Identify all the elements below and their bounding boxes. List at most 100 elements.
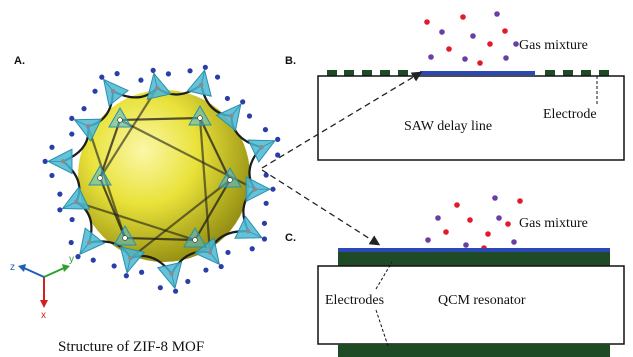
mof-atoms bbox=[42, 64, 281, 294]
mof-nitrogen-atom bbox=[275, 152, 281, 158]
mof-hydrogen-atom bbox=[97, 175, 103, 181]
saw-electrode-finger bbox=[380, 70, 390, 76]
mof-nitrogen-atom bbox=[42, 158, 48, 164]
mof-zinc-atom bbox=[169, 271, 174, 276]
qcm-bottom-electrode bbox=[338, 344, 610, 357]
gas-molecule-purple bbox=[428, 54, 434, 60]
connector-arrow-to-saw bbox=[261, 71, 423, 169]
axis-x-label: x bbox=[41, 310, 46, 321]
panel-label-c: C. bbox=[285, 232, 296, 244]
gas-molecule-purple bbox=[463, 242, 469, 248]
qcm-sensing-film bbox=[338, 248, 610, 252]
mof-tetrahedron bbox=[61, 186, 91, 210]
mof-tetra-edge bbox=[153, 73, 158, 89]
mof-bond bbox=[199, 117, 231, 181]
mof-bond bbox=[194, 179, 231, 241]
gas-molecule-purple bbox=[439, 29, 445, 35]
mof-tetrahedron bbox=[73, 118, 103, 142]
qcm-electrode-pointer-bottom bbox=[375, 309, 389, 347]
mof-hydrogen-atom bbox=[122, 235, 128, 241]
mof-nitrogen-atom bbox=[270, 186, 276, 192]
mof-nitrogen-atom bbox=[75, 254, 81, 260]
mof-bond bbox=[99, 87, 159, 179]
mof-tetra-edge bbox=[79, 242, 90, 255]
axis-y-line bbox=[43, 267, 65, 278]
panel-label-b: B. bbox=[285, 55, 296, 67]
mof-zinc-atom bbox=[199, 82, 204, 88]
saw-gas-label: Gas mixture bbox=[519, 38, 588, 53]
gas-molecule-purple bbox=[462, 56, 468, 62]
mof-hydrogen-atom bbox=[197, 115, 203, 121]
mof-zn-tetrahedra bbox=[47, 69, 276, 290]
mof-nitrogen-atom bbox=[214, 74, 221, 80]
gas-molecule-red bbox=[517, 198, 523, 204]
mof-nitrogen-atom bbox=[92, 88, 98, 94]
mof-nitrogen-atom bbox=[69, 131, 75, 137]
qcm-electrode-pointer-top bbox=[375, 261, 393, 290]
mof-nitrogen-atom bbox=[263, 172, 269, 178]
gas-molecule-purple bbox=[503, 55, 509, 61]
mof-tetrahedron bbox=[102, 78, 129, 107]
gas-molecule-purple bbox=[425, 237, 431, 243]
mof-nitrogen-atom bbox=[165, 71, 172, 77]
mof-nitrogen-atom bbox=[114, 71, 120, 77]
mof-nitrogen-atom bbox=[57, 207, 63, 213]
mof-tetrahedron bbox=[156, 261, 183, 290]
gas-molecule-red bbox=[505, 221, 511, 227]
axis-y-arrow-icon bbox=[62, 264, 70, 272]
mof-zinc-atom bbox=[154, 85, 160, 91]
gas-molecule-red bbox=[485, 231, 491, 237]
mof-hydrogen-atom bbox=[117, 117, 123, 123]
mof-nitrogen-atom bbox=[203, 267, 209, 273]
saw-electrode-finger bbox=[327, 70, 337, 76]
mof-tetra-edge bbox=[126, 258, 131, 273]
gas-molecule-red bbox=[467, 217, 473, 223]
mof-tetra-edge bbox=[74, 119, 89, 127]
mof-tetrahedron bbox=[234, 215, 263, 239]
gas-molecule-purple bbox=[511, 239, 517, 245]
saw-electrode-array bbox=[327, 70, 609, 76]
mof-zinc-atom bbox=[110, 88, 116, 94]
mof-nitrogen-atom bbox=[187, 68, 193, 74]
mof-tetrahedron bbox=[119, 246, 146, 274]
saw-gas-molecules bbox=[424, 11, 519, 66]
axis-z-label: z bbox=[10, 262, 15, 273]
saw-electrode-finger bbox=[545, 70, 555, 76]
gas-molecule-purple bbox=[496, 215, 502, 221]
mof-nitrogen-atom bbox=[69, 216, 75, 223]
mof-nitrogen-atom bbox=[49, 144, 55, 150]
mof-zinc-atom bbox=[73, 199, 79, 205]
gas-molecule-red bbox=[477, 60, 483, 66]
mof-nitrogen-atom bbox=[218, 263, 224, 270]
mof-nitrogen-atom bbox=[263, 200, 269, 206]
gas-molecule-red bbox=[454, 202, 460, 208]
gas-molecule-red bbox=[460, 14, 466, 20]
gas-molecule-purple bbox=[492, 195, 498, 201]
mof-nitrogen-atom bbox=[262, 127, 269, 133]
qcm-resonator-body bbox=[317, 265, 625, 345]
mof-tetra-edge bbox=[62, 201, 77, 209]
mof-nitrogen-atom bbox=[261, 236, 268, 242]
saw-device-label: SAW delay line bbox=[404, 119, 492, 134]
mof-zinc-atom bbox=[259, 144, 264, 150]
mof-bond bbox=[129, 179, 231, 260]
saw-electrode-finger bbox=[362, 70, 372, 76]
mof-nitrogen-atom bbox=[123, 273, 129, 279]
saw-electrode-finger bbox=[398, 70, 408, 76]
mof-tetra-edge bbox=[200, 70, 206, 85]
qcm-top-electrode bbox=[338, 252, 610, 266]
mof-nitrogen-atom bbox=[224, 95, 231, 102]
gas-molecule-purple bbox=[494, 11, 500, 17]
saw-electrode-label: Electrode bbox=[543, 107, 597, 122]
axis-triad: z y x bbox=[10, 254, 74, 321]
mof-nitrogen-atom bbox=[261, 220, 268, 226]
saw-electrode-finger bbox=[344, 70, 354, 76]
mof-zinc-atom bbox=[229, 113, 234, 119]
mof-nitrogen-atom bbox=[246, 113, 253, 119]
mof-zinc-atom bbox=[128, 256, 133, 261]
zif8-mof-structure bbox=[42, 64, 281, 294]
mof-tetra-edge bbox=[103, 79, 114, 92]
mof-tetra-edge bbox=[248, 230, 262, 239]
mof-zinc-atom bbox=[246, 228, 251, 234]
